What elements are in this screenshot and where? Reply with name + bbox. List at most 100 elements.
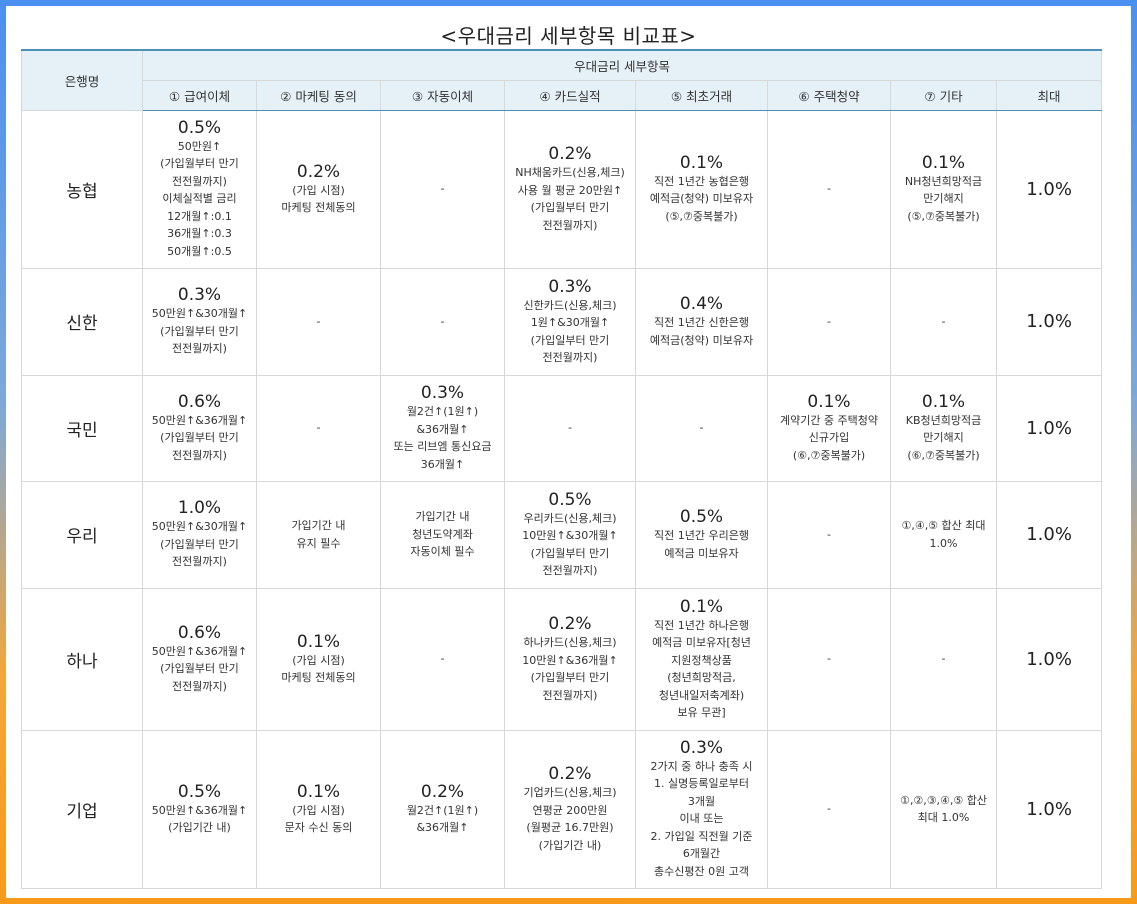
- rate-condition: 50만원↑&36개월↑ (가입월부터 만기 전전월까지): [151, 413, 248, 462]
- cell-other: -: [890, 587, 997, 731]
- rate-value: 0.1%: [296, 631, 341, 652]
- max-rate: 1.0%: [995, 729, 1103, 889]
- max-rate: 1.0%: [995, 374, 1103, 482]
- cell-marketing-consent: -: [256, 374, 381, 482]
- rate-value: 0.5%: [177, 781, 222, 802]
- rate-value: 0.1%: [296, 781, 341, 802]
- header-group: 우대금리 세부항목: [141, 49, 1103, 81]
- header-card-usage: ④ 카드실적: [504, 79, 636, 111]
- rate-condition: 직전 1년간 우리은행 예적금 미보유자: [654, 529, 749, 560]
- cell-housing-subscription: -: [767, 587, 891, 731]
- cell-other: -: [890, 267, 997, 376]
- rate-condition: -: [440, 652, 445, 666]
- cell-auto-transfer: 0.3% 월2건↑(1원↑) &36개월↑ 또는 리브엠 통신요금 36개월↑: [380, 374, 505, 482]
- rate-value: 0.1%: [679, 152, 724, 173]
- rate-condition: 직전 1년간 하나은행 예적금 미보유자[청년 지원정책상품 (청년희망적금, …: [652, 618, 751, 720]
- rate-condition: (가입 시점) 문자 수신 동의: [284, 803, 353, 835]
- cell-auto-transfer: 가입기간 내 청년도약계좌 자동이체 필수: [380, 480, 505, 589]
- cell-other: ①,④,⑤ 합산 최대 1.0%: [890, 480, 997, 589]
- rate-value: 0.1%: [807, 391, 851, 412]
- comparison-panel: <우대금리 세부항목 비교표> 은행명 우대금리 세부항목 ① 급여이체 ② 마…: [6, 6, 1131, 898]
- cell-marketing-consent: -: [256, 267, 381, 376]
- cell-marketing-consent: 가입기간 내 유지 필수: [256, 480, 381, 589]
- cell-auto-transfer: -: [380, 587, 505, 731]
- bank-name: 국민: [21, 374, 143, 482]
- rate-value: 0.5%: [548, 489, 592, 510]
- cell-marketing-consent: 0.1% (가입 시점) 문자 수신 동의: [256, 729, 381, 889]
- cell-first-transaction: 0.3% 2가지 중 하나 충족 시 1. 실명등록일로부터 3개월 이내 또는 …: [635, 729, 768, 889]
- bank-name: 신한: [21, 267, 143, 376]
- max-rate: 1.0%: [995, 587, 1103, 731]
- rate-condition: -: [827, 314, 831, 328]
- cell-auto-transfer: -: [380, 267, 505, 376]
- cell-first-transaction: 0.5% 직전 1년간 우리은행 예적금 미보유자: [635, 480, 768, 589]
- rate-condition: 50만원↑&36개월↑ (가입월부터 만기 전전월까지): [151, 644, 248, 693]
- header-other: ⑦ 기타: [890, 79, 997, 111]
- rate-value: 0.1%: [679, 596, 724, 617]
- cell-other: ①,②,③,④,⑤ 합산 최대 1.0%: [890, 729, 997, 889]
- rate-condition: -: [316, 314, 321, 328]
- cell-first-transaction: 0.1% 직전 1년간 농협은행 예적금(청약) 미보유자 (⑤,⑦중복불가): [635, 109, 768, 269]
- rate-value: 0.5%: [177, 117, 222, 138]
- rate-condition: -: [827, 527, 831, 541]
- cell-salary-transfer: 0.5% 50만원↑&36개월↑ (가입기간 내): [142, 729, 257, 889]
- cell-card-usage: 0.5% 우리카드(신용,체크) 10만원↑&30개월↑ (가입월부터 만기 전전…: [504, 480, 636, 589]
- rate-condition: 50만원↑&30개월↑ (가입월부터 만기 전전월까지): [151, 307, 248, 356]
- rate-value: 1.0%: [177, 498, 222, 519]
- rate-condition: NH채움카드(신용,체크) 사용 월 평균 20만원↑ (가입월부터 만기 전전…: [515, 166, 625, 232]
- rate-condition: 2가지 중 하나 충족 시 1. 실명등록일로부터 3개월 이내 또는 2. 가…: [650, 759, 753, 878]
- cell-other: 0.1% KB청년희망적금 만기해지 (⑥,⑦중복불가): [890, 374, 997, 482]
- rate-condition: ①,②,③,④,⑤ 합산 최대 1.0%: [899, 793, 988, 825]
- rate-condition: (가입 시점) 마케팅 전체동의: [281, 653, 356, 685]
- bank-name: 하나: [21, 587, 143, 731]
- rate-condition: 50만원↑&30개월↑ (가입월부터 만기 전전월까지): [151, 520, 248, 569]
- cell-other: 0.1% NH청년희망적금 만기해지 (⑤,⑦중복불가): [890, 109, 997, 269]
- table-row: 기업 0.5% 50만원↑&36개월↑ (가입기간 내) 0.1% (가입 시점) 문자…: [21, 729, 1103, 889]
- table-row: 국민 0.6% 50만원↑&36개월↑ (가입월부터 만기 전전월까지) -0.3% 월…: [21, 374, 1103, 482]
- rate-condition: -: [827, 652, 831, 666]
- cell-card-usage: -: [504, 374, 636, 482]
- rate-value: 0.6%: [177, 622, 222, 643]
- cell-housing-subscription: 0.1% 계약기간 중 주택청약 신규가입 (⑥,⑦중복불가): [767, 374, 891, 482]
- rate-value: 0.3%: [548, 276, 592, 297]
- max-rate: 1.0%: [995, 267, 1103, 376]
- rate-condition: -: [568, 421, 572, 435]
- cell-card-usage: 0.2% 기업카드(신용,체크) 연평균 200만원 (월평균 16.7만원) (…: [504, 729, 636, 889]
- rate-value: 0.2%: [420, 781, 465, 802]
- header-marketing-consent: ② 마케팅 동의: [256, 79, 381, 111]
- cell-first-transaction: -: [635, 374, 768, 482]
- header-salary-transfer: ① 급여이체: [142, 79, 257, 111]
- rate-value: 0.1%: [921, 152, 966, 173]
- preferential-rate-table: 은행명 우대금리 세부항목 ① 급여이체 ② 마케팅 동의 ③ 자동이체 ④ 카…: [21, 49, 1103, 889]
- cell-salary-transfer: 0.6% 50만원↑&36개월↑ (가입월부터 만기 전전월까지): [142, 587, 257, 731]
- rate-value: 0.2%: [548, 144, 592, 164]
- cell-housing-subscription: -: [767, 480, 891, 589]
- cell-card-usage: 0.2% NH채움카드(신용,체크) 사용 월 평균 20만원↑ (가입월부터 만…: [504, 109, 636, 269]
- cell-first-transaction: 0.4% 직전 1년간 신한은행 예적금(청약) 미보유자: [635, 267, 768, 376]
- max-rate: 1.0%: [995, 109, 1103, 269]
- rate-condition: KB청년희망적금 만기해지 (⑥,⑦중복불가): [905, 413, 982, 462]
- cell-first-transaction: 0.1% 직전 1년간 하나은행 예적금 미보유자[청년 지원정책상품 (청년희망…: [635, 587, 768, 731]
- cell-salary-transfer: 1.0% 50만원↑&30개월↑ (가입월부터 만기 전전월까지): [142, 480, 257, 589]
- rate-condition: ①,④,⑤ 합산 최대 1.0%: [901, 519, 986, 550]
- cell-salary-transfer: 0.6% 50만원↑&36개월↑ (가입월부터 만기 전전월까지): [142, 374, 257, 482]
- table-row: 우리 1.0% 50만원↑&30개월↑ (가입월부터 만기 전전월까지) 가입기간 내…: [21, 480, 1103, 589]
- cell-housing-subscription: -: [767, 267, 891, 376]
- rate-condition: 우리카드(신용,체크) 10만원↑&30개월↑ (가입월부터 만기 전전월까지): [522, 511, 618, 578]
- rate-value: 0.6%: [177, 391, 222, 412]
- table-row: 하나 0.6% 50만원↑&36개월↑ (가입월부터 만기 전전월까지) 0.1% (가…: [21, 587, 1103, 731]
- cell-housing-subscription: -: [767, 729, 891, 889]
- rate-condition: -: [440, 182, 445, 196]
- cell-auto-transfer: 0.2% 월2건↑(1원↑) &36개월↑: [380, 729, 505, 889]
- page-title: <우대금리 세부항목 비교표>: [440, 24, 697, 48]
- cell-auto-transfer: -: [380, 109, 505, 269]
- max-rate: 1.0%: [995, 480, 1103, 589]
- rate-condition: NH청년희망적금 만기해지 (⑤,⑦중복불가): [904, 174, 983, 223]
- header-first-transaction: ⑤ 최초거래: [635, 79, 768, 111]
- rate-condition: -: [941, 652, 946, 666]
- rate-condition: -: [827, 802, 831, 816]
- header-housing-subscription: ⑥ 주택청약: [767, 79, 891, 111]
- cell-marketing-consent: 0.1% (가입 시점) 마케팅 전체동의: [256, 587, 381, 731]
- table-row: 농협 0.5% 50만원↑ (가입월부터 만기 전전월까지) 이체실적별 금리 12…: [21, 109, 1103, 269]
- rate-condition: 월2건↑(1원↑) &36개월↑ 또는 리브엠 통신요금 36개월↑: [393, 405, 492, 471]
